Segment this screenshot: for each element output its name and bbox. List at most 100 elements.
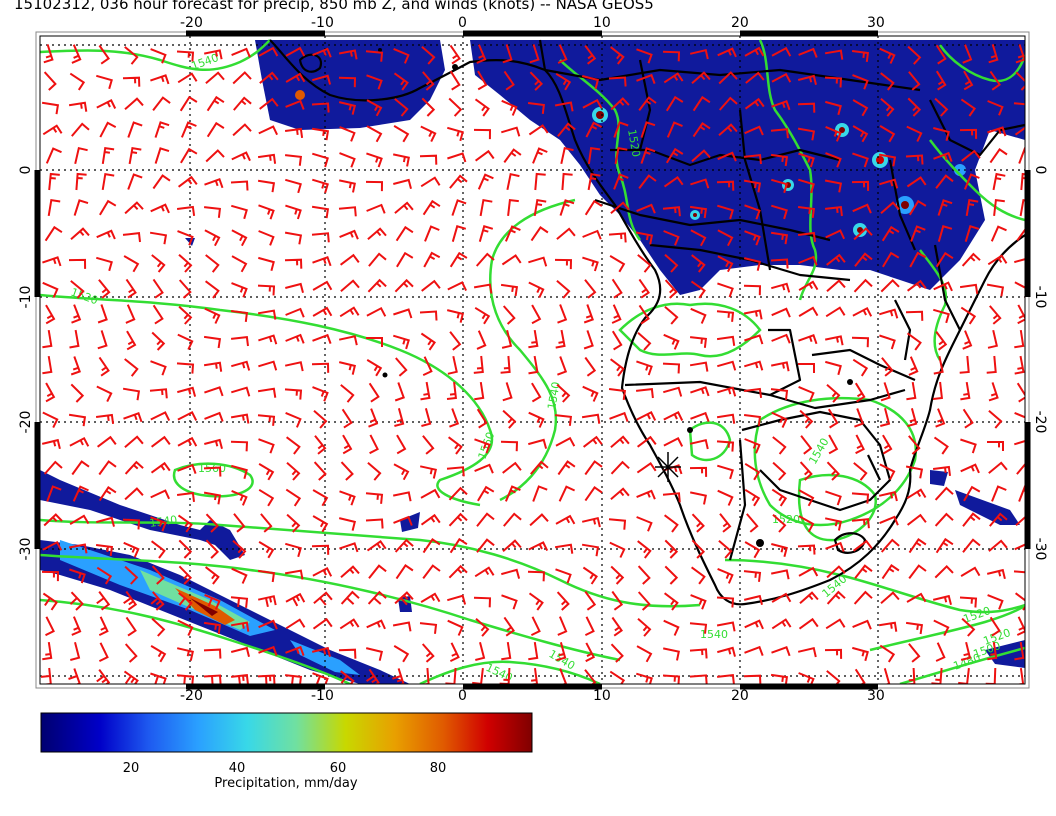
wind-barb bbox=[476, 44, 487, 64]
wind-barb bbox=[962, 538, 981, 553]
wind-barb bbox=[284, 127, 304, 139]
wind-barb bbox=[798, 363, 815, 373]
wind-barb bbox=[475, 252, 495, 267]
wind-barb bbox=[771, 178, 788, 194]
wind-barb bbox=[933, 619, 950, 637]
wind-barb bbox=[393, 515, 413, 526]
wind-barb bbox=[851, 336, 870, 348]
wind-barb bbox=[257, 179, 276, 193]
wind-barb bbox=[558, 485, 576, 502]
wind-barb bbox=[421, 408, 432, 427]
wind-barb bbox=[826, 253, 846, 266]
wind-barb bbox=[501, 568, 521, 579]
wind-barb bbox=[203, 621, 222, 635]
wind-barb bbox=[124, 643, 138, 663]
wind-barb bbox=[528, 355, 539, 375]
wind-barb bbox=[128, 146, 142, 165]
wind-barb bbox=[663, 386, 683, 397]
wind-barb bbox=[42, 411, 59, 429]
wind-barb bbox=[506, 173, 520, 191]
wind-barb bbox=[447, 619, 464, 636]
wind-barb bbox=[556, 383, 571, 403]
wind-barb bbox=[825, 152, 842, 168]
wind-barb bbox=[503, 512, 522, 527]
wind-barb bbox=[905, 667, 916, 684]
wind-barb bbox=[611, 590, 624, 611]
wind-barb bbox=[476, 538, 495, 553]
wind-barb bbox=[420, 176, 441, 188]
wind-barb bbox=[45, 382, 56, 403]
wind-barb bbox=[72, 485, 89, 502]
wind-barb bbox=[476, 330, 487, 350]
wind-barb bbox=[176, 50, 195, 62]
wind-barb bbox=[312, 74, 332, 85]
wind-barb bbox=[151, 331, 166, 351]
wind-barb bbox=[852, 619, 872, 630]
wind-barb bbox=[744, 541, 761, 559]
wind-barb bbox=[664, 306, 679, 325]
wind-barb bbox=[177, 72, 198, 84]
wind-barb bbox=[1015, 516, 1025, 527]
wind-barb bbox=[125, 278, 137, 299]
wind-barb bbox=[392, 153, 410, 167]
lat-tick-label: -30 bbox=[1032, 538, 1048, 561]
wind-barb bbox=[123, 255, 140, 273]
wind-barb bbox=[69, 591, 84, 611]
wind-barb bbox=[824, 76, 843, 88]
wind-barb bbox=[203, 49, 223, 60]
wind-barb bbox=[71, 616, 82, 636]
wind-barb bbox=[743, 153, 762, 165]
wind-barb bbox=[771, 592, 792, 603]
wind-barb bbox=[798, 178, 815, 194]
wind-barb bbox=[907, 279, 927, 292]
wind-barb bbox=[285, 488, 302, 507]
wind-barb bbox=[852, 125, 869, 143]
wind-barb bbox=[479, 198, 493, 217]
wind-barb bbox=[935, 70, 947, 91]
wind-barb bbox=[825, 125, 842, 142]
wind-barb bbox=[394, 382, 405, 402]
wind-barb bbox=[663, 619, 680, 636]
wind-barb bbox=[230, 180, 249, 191]
wind-barb bbox=[771, 307, 791, 318]
wind-barb bbox=[123, 541, 140, 558]
wind-barb bbox=[717, 464, 734, 480]
wind-barb bbox=[664, 592, 679, 611]
wind-barb bbox=[257, 414, 276, 426]
wind-barb bbox=[257, 284, 276, 296]
wind-barb bbox=[232, 123, 252, 137]
wind-barb bbox=[743, 309, 763, 320]
wind-barb bbox=[231, 360, 251, 371]
wind-barb bbox=[637, 565, 651, 585]
wind-barb bbox=[771, 333, 791, 344]
wind-barb bbox=[933, 355, 944, 375]
wind-barb bbox=[45, 616, 55, 637]
wind-barb bbox=[988, 461, 1008, 474]
wind-barb bbox=[476, 512, 495, 527]
wind-barb bbox=[611, 304, 622, 324]
wind-barb bbox=[393, 178, 412, 189]
wind-barb bbox=[689, 466, 708, 477]
wind-barb bbox=[908, 71, 921, 91]
wind-barb bbox=[473, 283, 493, 294]
wind-barb bbox=[718, 96, 738, 111]
wind-barb bbox=[70, 280, 85, 299]
wind-barb bbox=[960, 438, 977, 454]
wind-barb bbox=[474, 381, 485, 401]
wind-barb bbox=[910, 225, 926, 242]
wind-barb bbox=[285, 282, 304, 293]
wind-barb bbox=[555, 514, 576, 525]
wind-barb bbox=[1014, 258, 1025, 264]
wind-barb bbox=[366, 668, 380, 684]
wind-barb bbox=[178, 279, 192, 299]
wind-barb bbox=[528, 281, 545, 299]
wind-barb bbox=[150, 360, 167, 376]
wind-barb bbox=[203, 466, 222, 477]
wind-barb bbox=[258, 645, 278, 656]
wind-barb bbox=[230, 440, 249, 452]
wind-barb bbox=[797, 74, 817, 85]
wind-barb bbox=[392, 491, 412, 502]
wind-barb bbox=[447, 152, 467, 163]
lon-tick-label: 20 bbox=[731, 688, 749, 700]
wind-barb bbox=[177, 619, 194, 637]
